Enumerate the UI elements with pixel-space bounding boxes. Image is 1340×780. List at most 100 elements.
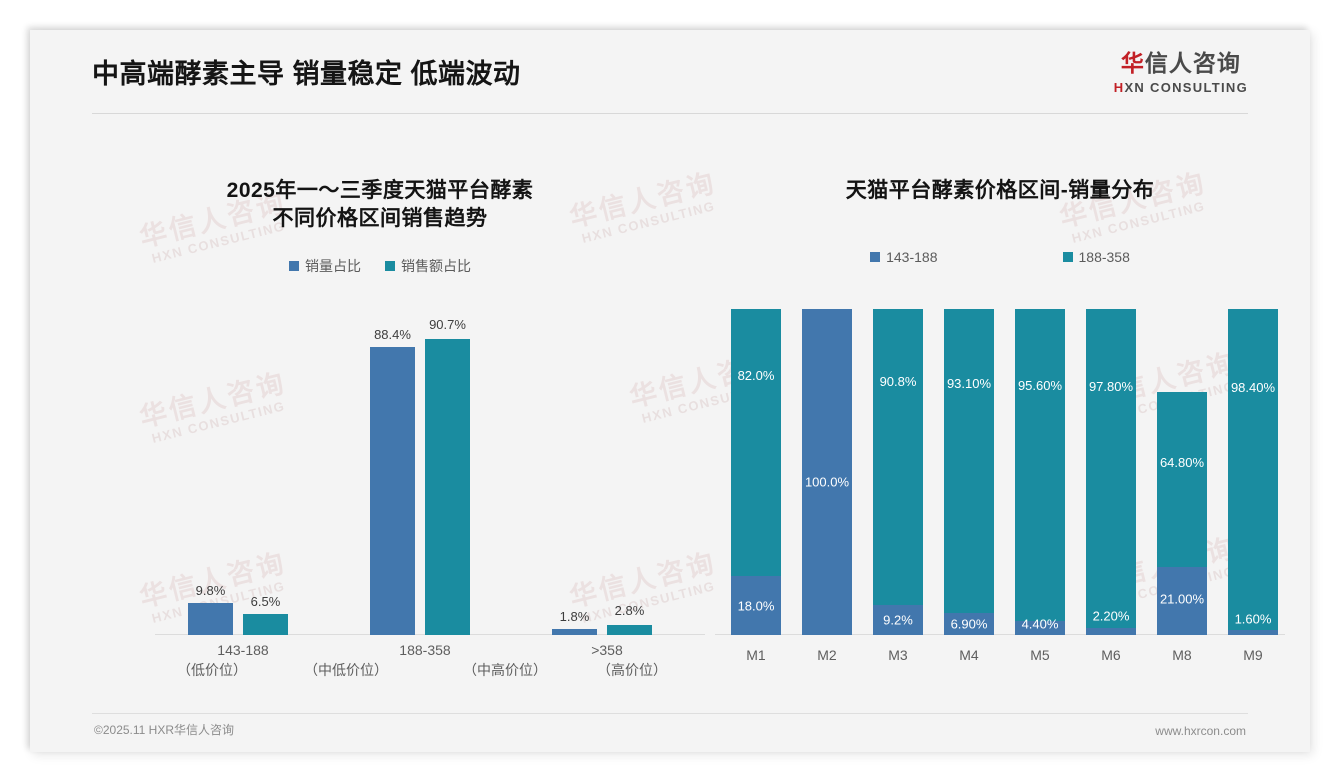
x-axis-tick-188-358: 188-358 bbox=[360, 642, 490, 658]
legend-item-sales-volume[interactable]: 销量占比 bbox=[289, 256, 361, 276]
footer-divider bbox=[92, 713, 1248, 714]
legend-swatch-icon bbox=[1062, 252, 1073, 263]
stacked-bar-m9[interactable]: 98.40% 1.60% bbox=[1228, 309, 1278, 635]
segment-188-358: 93.10% bbox=[944, 309, 994, 613]
legend-item-sales-amount[interactable]: 销售额占比 bbox=[385, 256, 471, 276]
x-axis-tick-m8: M8 bbox=[1147, 647, 1217, 663]
legend-item-188-358[interactable]: 188-358 bbox=[1062, 249, 1130, 266]
bar-value-label: 6.5% bbox=[250, 594, 281, 609]
slide-header: 中高端酵素主导 销量稳定 低端波动 华信人咨询 HXN CONSULTING bbox=[30, 30, 1310, 115]
logo-english-text: HXN CONSULTING bbox=[1114, 81, 1248, 94]
x-tick-sublabel: （中高价位） bbox=[463, 662, 547, 678]
x-tick-label: M4 bbox=[959, 647, 979, 663]
x-axis-tick-143-188: 143-188 bbox=[178, 642, 308, 658]
x-axis-tick-m9: M9 bbox=[1218, 647, 1288, 663]
x-tick-label: M3 bbox=[888, 647, 908, 663]
x-tick-sublabel: （低价位） bbox=[177, 662, 247, 678]
stacked-bar-m1[interactable]: 82.0% 18.0% bbox=[731, 309, 781, 635]
segment-188-358: 64.80% bbox=[1157, 392, 1207, 567]
segment-value-label: 100.0% bbox=[804, 474, 850, 490]
bar-volume-143-188[interactable]: 9.8% bbox=[188, 583, 233, 635]
x-axis-line bbox=[715, 634, 1285, 635]
legend-swatch-icon bbox=[289, 260, 299, 271]
x-tick-label: M8 bbox=[1172, 647, 1192, 663]
segment-143-188: 100.0% bbox=[802, 309, 852, 635]
footer-copyright: ©2025.11 HXR华信人咨询 bbox=[94, 723, 234, 737]
footer-website[interactable]: www.hxrcon.com bbox=[1155, 724, 1246, 738]
segment-value-label: 18.0% bbox=[737, 598, 775, 614]
x-axis-sublabel-mid-high: （中高价位） bbox=[440, 656, 570, 680]
slide-card: 华信人咨询 HXN CONSULTING 华信人咨询 HXN CONSULTIN… bbox=[30, 30, 1310, 752]
left-chart-title: 2025年一～三季度天猫平台酵素 不同价格区间销售趋势 bbox=[70, 125, 690, 234]
x-axis-sublabel-high: （高价位） bbox=[567, 656, 697, 680]
segment-value-label: 21.00% bbox=[1159, 591, 1205, 607]
stacked-bar-m8[interactable]: 64.80% 21.00% bbox=[1157, 392, 1207, 635]
bar-amount-188-358[interactable]: 90.7% bbox=[425, 317, 470, 635]
segment-143-188: 9.2% bbox=[873, 605, 923, 635]
logo-chinese-red-char: 华 bbox=[1120, 50, 1145, 76]
legend-label: 188-358 bbox=[1078, 249, 1130, 266]
segment-143-188: 18.0% bbox=[731, 576, 781, 635]
segment-143-188: 21.00% bbox=[1157, 566, 1207, 635]
segment-188-358: 90.8% bbox=[873, 309, 923, 605]
left-chart-legend: 销量占比 销售额占比 bbox=[70, 256, 690, 276]
brand-logo: 华信人咨询 HXN CONSULTING bbox=[1114, 52, 1248, 95]
x-axis-tick-over-358: >358 bbox=[542, 642, 672, 658]
x-axis-tick-m3: M3 bbox=[863, 647, 933, 663]
x-tick-range: 143-188 bbox=[217, 642, 269, 658]
x-tick-sublabel: （高价位） bbox=[597, 662, 667, 678]
segment-value-label: 95.60% bbox=[1017, 377, 1063, 393]
segment-143-188: 4.40% bbox=[1015, 617, 1065, 635]
bar-volume-188-358[interactable]: 88.4% bbox=[370, 327, 415, 635]
legend-label: 销量占比 bbox=[305, 257, 361, 274]
x-axis-tick-m2: M2 bbox=[792, 647, 862, 663]
segment-value-label: 97.80% bbox=[1088, 379, 1134, 395]
segment-value-label: 4.40% bbox=[1021, 616, 1059, 632]
segment-188-358: 82.0% bbox=[731, 309, 781, 577]
stacked-bar-m3[interactable]: 90.8% 9.2% bbox=[873, 309, 923, 635]
segment-value-label: 93.10% bbox=[946, 375, 992, 391]
bar-value-label: 1.8% bbox=[559, 609, 590, 624]
stacked-bar-m6[interactable]: 97.80% 2.20% bbox=[1086, 309, 1136, 635]
header-divider bbox=[92, 113, 1248, 114]
left-chart-plot-area: 9.8% 6.5% 88.4% 90.7% 1.8% 2.8% 143-188 bbox=[155, 317, 705, 680]
bar-value-label: 9.8% bbox=[195, 583, 226, 598]
bar-value-label: 88.4% bbox=[374, 327, 411, 342]
segment-value-label: 9.2% bbox=[883, 612, 913, 628]
page-title: 中高端酵素主导 销量稳定 低端波动 bbox=[92, 59, 521, 89]
stacked-bar-m2[interactable]: 100.0% bbox=[802, 309, 852, 635]
segment-143-188: 6.90% bbox=[944, 612, 994, 635]
x-axis-sublabel-mid-low: （中低价位） bbox=[281, 656, 411, 680]
x-tick-label: M1 bbox=[746, 647, 766, 663]
bar-amount-143-188[interactable]: 6.5% bbox=[243, 594, 288, 635]
segment-value-label: 64.80% bbox=[1159, 454, 1205, 470]
bar-amount-over-358[interactable]: 2.8% bbox=[607, 603, 652, 635]
segment-value-label: 98.40% bbox=[1230, 379, 1276, 395]
left-chart-panel: 2025年一～三季度天猫平台酵素 不同价格区间销售趋势 销量占比 销售额占比 9… bbox=[70, 125, 705, 710]
segment-value-label: 6.90% bbox=[950, 616, 988, 632]
logo-english-red-char: H bbox=[1113, 80, 1125, 95]
legend-label: 143-188 bbox=[886, 249, 938, 266]
left-chart-title-line2: 不同价格区间销售趋势 bbox=[272, 207, 488, 231]
bar-value-label: 2.8% bbox=[614, 603, 645, 618]
right-chart-legend: 143-188 188-358 bbox=[690, 249, 1310, 265]
stacked-bar-m5[interactable]: 95.60% 4.40% bbox=[1015, 309, 1065, 635]
legend-item-143-188[interactable]: 143-188 bbox=[870, 249, 938, 266]
segment-value-label: 90.8% bbox=[879, 374, 917, 390]
legend-label: 销售额占比 bbox=[401, 257, 471, 274]
segment-value-label: 82.0% bbox=[737, 367, 775, 383]
x-tick-label: M5 bbox=[1030, 647, 1050, 663]
logo-chinese-text: 华信人咨询 bbox=[1114, 52, 1248, 75]
x-tick-range: >358 bbox=[591, 642, 623, 658]
x-tick-label: M6 bbox=[1101, 647, 1121, 663]
x-tick-label: M2 bbox=[817, 647, 837, 663]
bar-volume-over-358[interactable]: 1.8% bbox=[552, 609, 597, 635]
segment-value-label: 2.20% bbox=[1092, 608, 1130, 624]
stacked-bar-m4[interactable]: 93.10% 6.90% bbox=[944, 309, 994, 635]
logo-chinese-rest: 信人咨询 bbox=[1144, 50, 1241, 76]
logo-english-rest: XN CONSULTING bbox=[1124, 80, 1248, 95]
x-axis-sublabel-low: （低价位） bbox=[147, 656, 277, 680]
x-axis-tick-m6: M6 bbox=[1076, 647, 1146, 663]
segment-188-358: 95.60% bbox=[1015, 309, 1065, 621]
legend-swatch-icon bbox=[385, 260, 395, 271]
